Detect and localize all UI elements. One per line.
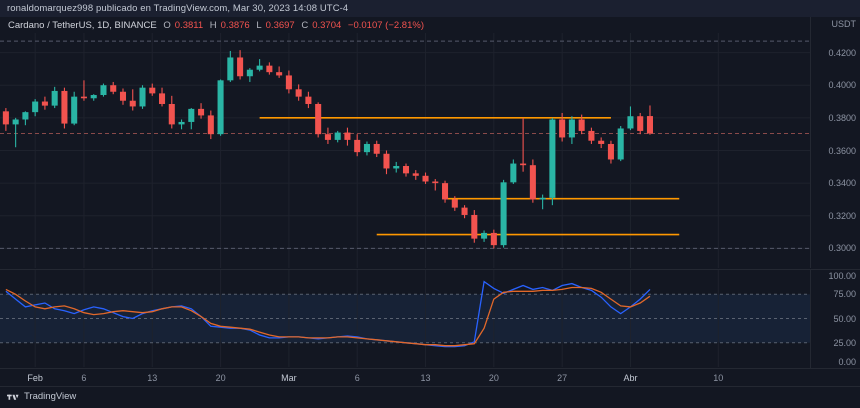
legend-close-label: C bbox=[301, 20, 309, 31]
tradingview-glyph-icon bbox=[7, 394, 19, 400]
price-tick-label: 0.3200 bbox=[828, 210, 856, 221]
time-tick-label: 20 bbox=[215, 373, 226, 383]
time-tick-label: 10 bbox=[713, 373, 724, 383]
oscillator-tick-label: 0.00 bbox=[838, 357, 856, 367]
price-axis-unit: USDT bbox=[831, 19, 857, 29]
attribution-bar: ronaldomarquez998 publicado en TradingVi… bbox=[0, 0, 860, 17]
price-tick-label: 0.4200 bbox=[828, 47, 856, 58]
legend-low-value: 0.3697 bbox=[265, 20, 295, 31]
oscillator-axis[interactable]: 100.00 75.00 50.00 25.00 0.00 bbox=[810, 269, 860, 368]
price-tick-label: 0.3400 bbox=[828, 178, 856, 189]
time-tick-label: 6 bbox=[354, 373, 360, 383]
legend-change: −0.0107 (−2.81%) bbox=[347, 20, 424, 31]
legend-open-label: O bbox=[163, 20, 171, 31]
price-tick-label: 0.3000 bbox=[828, 243, 856, 254]
legend-low-label: L bbox=[256, 20, 262, 31]
tradingview-wordmark: TradingView bbox=[24, 391, 77, 402]
price-axis[interactable]: USDT 0.4200 0.4000 0.3800 0.3600 0.3400 0.320… bbox=[810, 17, 860, 268]
legend-open-value: 0.3811 bbox=[174, 20, 204, 31]
tradingview-logo[interactable]: TradingView bbox=[7, 391, 76, 402]
legend-symbol[interactable]: Cardano / TetherUS, 1D, BINANCE bbox=[8, 20, 157, 31]
time-tick-label: 13 bbox=[147, 373, 158, 383]
time-tick-label: 13 bbox=[420, 373, 431, 383]
oscillator-tick-label: 25.00 bbox=[833, 337, 856, 348]
legend-high-label: H bbox=[209, 20, 217, 31]
price-tick-label: 0.3600 bbox=[828, 145, 856, 156]
price-tick-label: 0.4000 bbox=[828, 80, 856, 91]
time-tick-label: 6 bbox=[81, 373, 87, 383]
legend-close-value: 0.3704 bbox=[312, 20, 342, 31]
oscillator-tick-label: 50.00 bbox=[833, 313, 856, 324]
time-tick-label: Feb bbox=[27, 373, 43, 383]
footer-bar: TradingView bbox=[0, 386, 860, 408]
time-tick-label: 27 bbox=[557, 373, 568, 383]
price-tick-label: 0.3800 bbox=[828, 112, 856, 123]
oscillator-tick-label: 100.00 bbox=[828, 271, 856, 281]
time-tick-label: Mar bbox=[281, 373, 297, 383]
time-tick-label: Abr bbox=[623, 373, 638, 383]
time-tick-label: 20 bbox=[488, 373, 499, 383]
price-pane[interactable] bbox=[0, 33, 810, 268]
legend-high-value: 0.3876 bbox=[220, 20, 250, 31]
oscillator-pane[interactable] bbox=[0, 269, 810, 368]
time-axis[interactable]: Feb 6 13 20 Mar 6 13 20 27 Abr 10 bbox=[0, 368, 860, 387]
oscillator-tick-label: 75.00 bbox=[833, 289, 856, 300]
chart-legend: Cardano / TetherUS, 1D, BINANCE O 0.3811 … bbox=[8, 19, 428, 32]
